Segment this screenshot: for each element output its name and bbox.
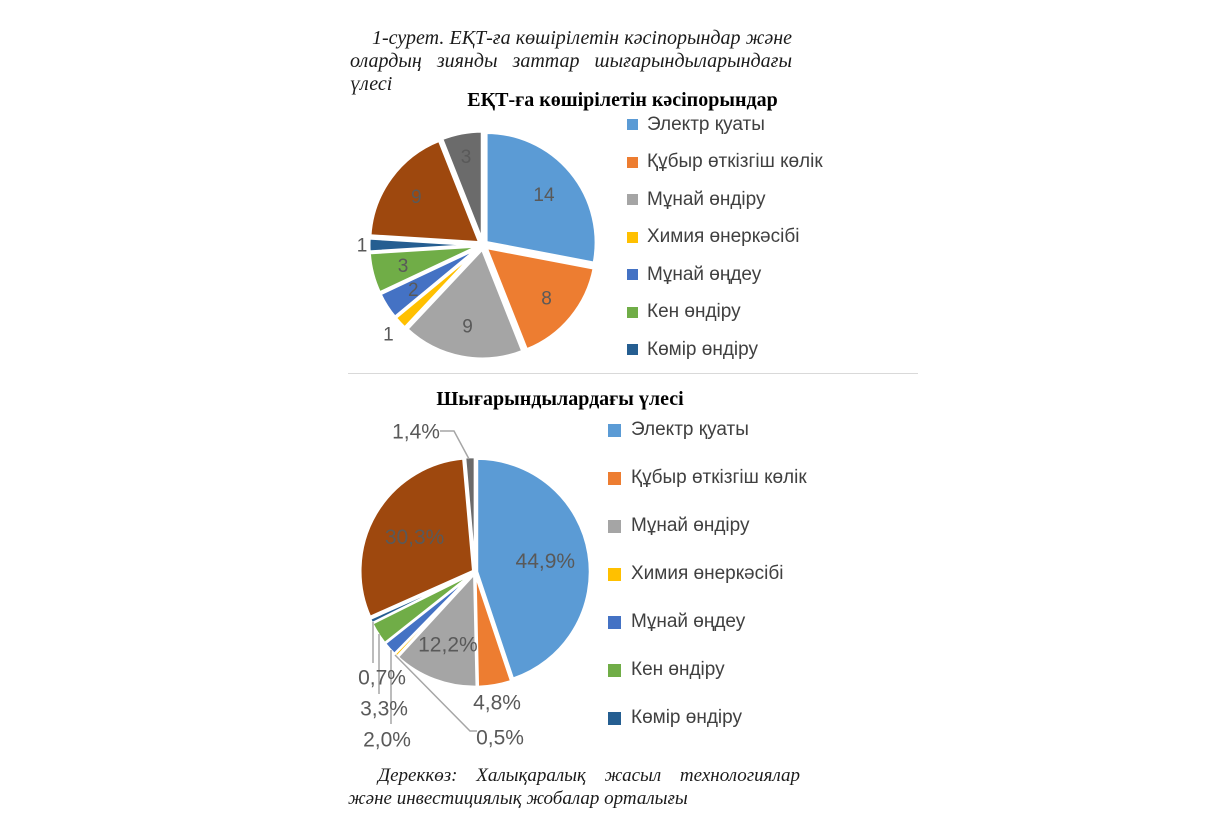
legend-item: Электр қуаты bbox=[627, 113, 823, 136]
legend-label: Кен өндіру bbox=[631, 659, 725, 680]
legend-item: Мұнай өңдеу bbox=[627, 263, 823, 286]
slice-value-label: 14 bbox=[533, 185, 555, 206]
legend-color-marker bbox=[627, 119, 638, 130]
pie-slice-9 bbox=[463, 455, 477, 572]
pie-slice-3 bbox=[396, 572, 479, 689]
slice-value-label: 2 bbox=[408, 280, 419, 301]
slice-value-label: 9 bbox=[462, 317, 473, 338]
slice-value-label: 2,0% bbox=[363, 728, 411, 751]
section-divider bbox=[348, 373, 918, 374]
slice-value-label: 30,3% bbox=[385, 526, 445, 549]
legend-color-marker bbox=[608, 519, 621, 533]
legend-color-marker bbox=[608, 711, 621, 725]
legend-label: Құбыр өткізгіш көлік bbox=[647, 151, 823, 172]
legend-label: Мұнай өндіру bbox=[631, 515, 750, 536]
legend-label: Көмір өндіру bbox=[631, 707, 742, 728]
slice-value-label: 3 bbox=[398, 256, 409, 277]
legend-item: Электр қуаты bbox=[608, 418, 807, 442]
slice-value-label: 44,9% bbox=[516, 550, 576, 573]
legend-item: Химия өнеркәсібі bbox=[608, 562, 807, 586]
legend-color-marker bbox=[627, 231, 638, 243]
legend-label: Кен өндіру bbox=[647, 301, 741, 322]
legend-color-marker bbox=[608, 663, 621, 677]
legend-item: Мұнай өндіру bbox=[608, 514, 807, 538]
slice-value-label: 3,3% bbox=[360, 697, 408, 720]
legend-color-marker bbox=[627, 344, 638, 355]
slice-value-label: 12,2% bbox=[418, 633, 478, 656]
legend-label: Химия өнеркәсібі bbox=[647, 226, 800, 247]
figure-caption: 1-сурет. ЕҚТ-ға көшірілетін кәсіпорындар… bbox=[350, 27, 792, 95]
legend-color-marker bbox=[608, 615, 621, 629]
pie-slice-1 bbox=[484, 130, 598, 265]
legend-item: Құбыр өткізгіш көлік bbox=[627, 151, 823, 174]
legend-color-marker bbox=[608, 471, 621, 485]
label-leader-line bbox=[394, 654, 477, 732]
pie-slice-8 bbox=[359, 457, 475, 619]
chart2-title: Шығарындылардағы үлесі bbox=[436, 388, 684, 410]
slice-value-label: 1,4% bbox=[392, 420, 440, 443]
legend-label: Мұнай өңдеу bbox=[647, 263, 762, 285]
slice-value-label: 0,7% bbox=[358, 666, 406, 689]
source-note: Дереккөз: Халықаралық жасыл технологияла… bbox=[348, 765, 800, 809]
pie-slice-2 bbox=[484, 246, 596, 352]
legend-item: Мұнай өндіру bbox=[627, 188, 823, 211]
legend-item: Кен өндіру bbox=[608, 658, 807, 682]
slice-value-label: 1 bbox=[357, 236, 368, 257]
slice-value-label: 0,5% bbox=[476, 726, 524, 749]
pie-slice-3 bbox=[405, 247, 525, 361]
legend-color-marker bbox=[627, 306, 638, 318]
pie-chart-enterprises: 14 8 9 1 2 3 1 9 3 bbox=[357, 129, 598, 361]
slice-value-label: 9 bbox=[411, 187, 422, 208]
legend-item: Мұнай өңдеу bbox=[608, 610, 807, 634]
legend-item: Химия өнеркәсібі bbox=[627, 226, 823, 249]
legend-color-marker bbox=[627, 156, 638, 168]
legend-item: Құбыр өткізгіш көлік bbox=[608, 466, 807, 490]
legend-item: Көмір өндіру bbox=[608, 706, 807, 730]
legend-color-marker bbox=[608, 423, 621, 437]
pie-slice-1 bbox=[475, 457, 592, 681]
pie-slice-7 bbox=[368, 571, 475, 625]
legend-item: Көмір өндіру bbox=[627, 338, 823, 361]
legend-label: Электр қуаты bbox=[647, 113, 765, 135]
chart2-legend: Электр қуаты Құбыр өткізгіш көлік Мұнай өн… bbox=[608, 418, 807, 754]
pie-slice-8 bbox=[368, 138, 482, 245]
pie-slice-7 bbox=[367, 236, 481, 254]
slice-value-label: 4,8% bbox=[473, 691, 521, 714]
legend-label: Электр қуаты bbox=[631, 419, 749, 440]
slice-value-label: 3 bbox=[461, 147, 472, 168]
legend-label: Құбыр өткізгіш көлік bbox=[631, 467, 807, 488]
chart1-title: ЕҚТ-ға көшірілетін кәсіпорындар bbox=[467, 89, 778, 111]
legend-color-marker bbox=[627, 269, 638, 280]
slice-value-label: 8 bbox=[541, 288, 552, 309]
legend-label: Химия өнеркәсібі bbox=[631, 563, 784, 584]
legend-item: Кен өндіру bbox=[627, 301, 823, 324]
slice-value-label: 1 bbox=[383, 325, 394, 346]
pie-chart-emissions-share: 44,9% 4,8% 12,2% 0,5% 2,0% 3,3% 0,7% 30,3% 1,4% bbox=[358, 420, 592, 751]
label-leader-line bbox=[440, 430, 470, 460]
legend-label: Мұнай өңдеу bbox=[631, 611, 746, 632]
legend-label: Мұнай өндіру bbox=[647, 188, 766, 210]
legend-color-marker bbox=[608, 567, 621, 581]
pie-slice-9 bbox=[440, 129, 484, 243]
legend-label: Көмір өндіру bbox=[647, 338, 758, 360]
chart1-legend: Электр қуаты Құбыр өткізгіш көлік Мұнай өн… bbox=[627, 113, 823, 376]
legend-color-marker bbox=[627, 194, 638, 205]
